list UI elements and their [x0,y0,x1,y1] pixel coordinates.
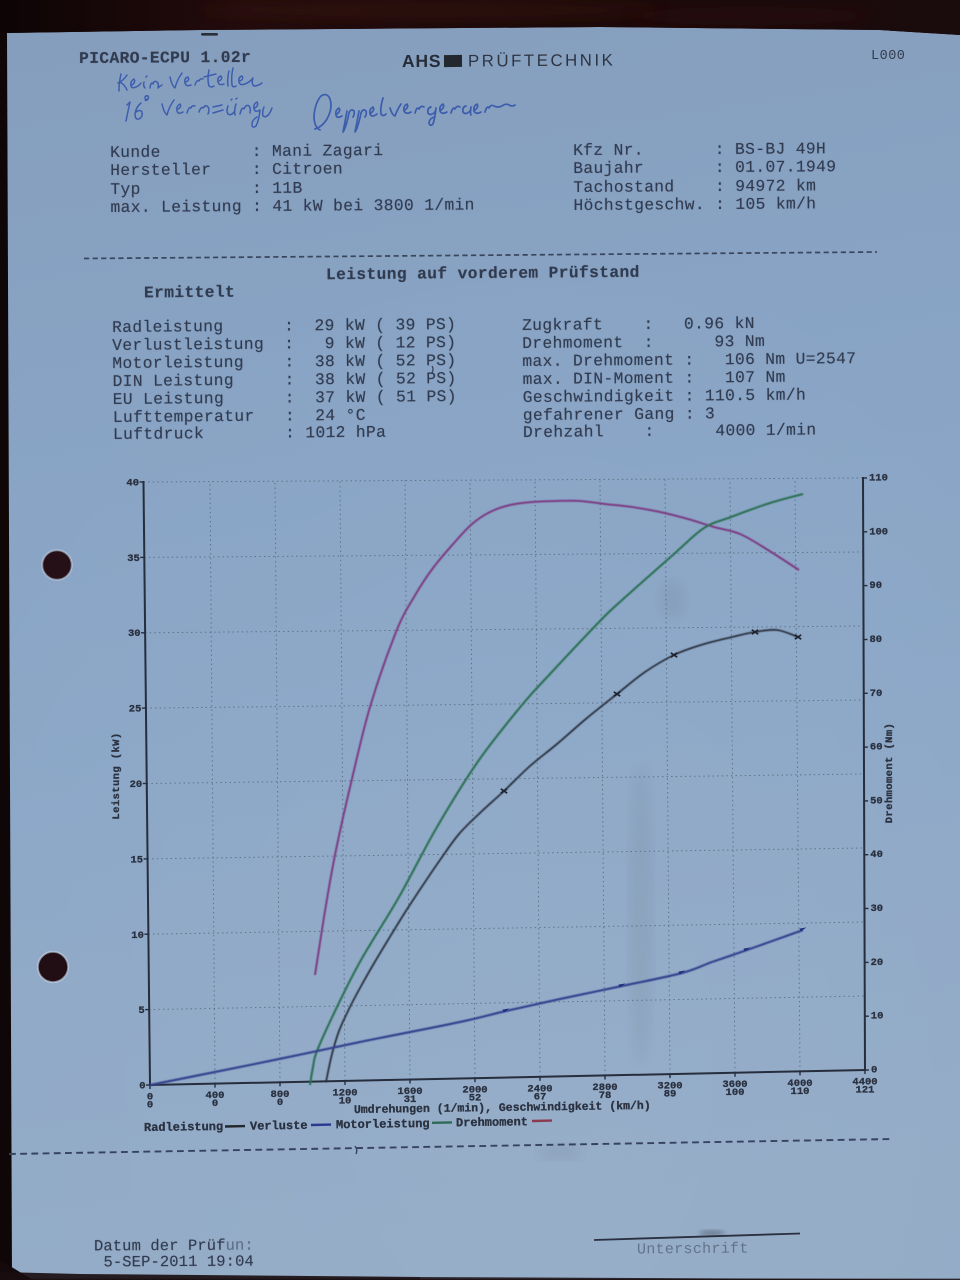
svg-text:Drehmoment: Drehmoment [456,1115,528,1130]
svg-text:0: 0 [139,1081,145,1093]
svg-text:90: 90 [869,580,882,592]
svg-text:30: 30 [128,628,141,640]
svg-text:52: 52 [469,1093,482,1105]
svg-text:Motorleistung: Motorleistung [336,1117,430,1132]
svg-text:2400: 2400 [527,1083,552,1095]
svg-text:1600: 1600 [397,1086,422,1098]
svg-text:400: 400 [206,1090,225,1102]
svg-text:60: 60 [870,742,883,754]
svg-text:35: 35 [127,553,140,565]
svg-text:Radleistung: Radleistung [144,1120,223,1135]
svg-text:100: 100 [869,526,888,538]
svg-text:110: 110 [791,1086,810,1098]
svg-text:Drehmoment (Nm): Drehmoment (Nm) [884,723,896,824]
svg-text:20: 20 [130,779,143,791]
svg-text:0: 0 [277,1097,283,1109]
svg-text:4400: 4400 [852,1077,877,1089]
svg-text:800: 800 [271,1089,290,1101]
svg-text:80: 80 [870,634,883,646]
svg-text:0: 0 [212,1098,218,1110]
svg-text:25: 25 [129,704,142,716]
svg-text:Leistung (kW): Leistung (kW) [111,732,123,819]
svg-text:3600: 3600 [722,1079,747,1091]
svg-text:78: 78 [599,1090,612,1102]
svg-text:Umdrehungen (1/min), Geschwin: Umdrehungen (1/min), Geschwindigkeit (km… [354,1100,651,1117]
svg-text:5: 5 [138,1005,144,1017]
svg-text:0: 0 [147,1092,153,1104]
svg-text:40: 40 [126,478,139,490]
svg-text:2000: 2000 [462,1085,487,1097]
svg-text:0: 0 [871,1065,877,1077]
svg-text:0: 0 [147,1100,153,1112]
svg-text:3200: 3200 [657,1081,682,1093]
svg-text:67: 67 [534,1091,547,1103]
svg-text:15: 15 [130,854,143,866]
svg-text:10: 10 [339,1095,352,1107]
svg-text:70: 70 [870,688,883,700]
svg-text:31: 31 [404,1094,417,1106]
svg-text:121: 121 [856,1085,875,1097]
svg-text:10: 10 [871,1011,884,1023]
svg-text:89: 89 [664,1089,677,1101]
svg-text:20: 20 [871,957,884,969]
svg-text:Verluste: Verluste [250,1119,308,1134]
svg-text:100: 100 [726,1087,745,1099]
svg-text:50: 50 [870,795,883,807]
svg-text:2800: 2800 [592,1082,617,1094]
svg-text:1200: 1200 [332,1087,357,1099]
svg-text:4000: 4000 [787,1078,812,1090]
svg-text:30: 30 [871,903,884,915]
svg-text:110: 110 [869,473,888,485]
svg-text:40: 40 [870,849,883,861]
svg-text:10: 10 [131,930,144,942]
